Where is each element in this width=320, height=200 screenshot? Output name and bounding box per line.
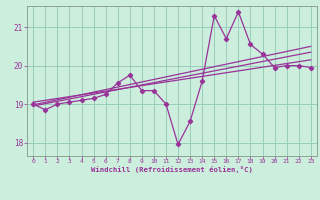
X-axis label: Windchill (Refroidissement éolien,°C): Windchill (Refroidissement éolien,°C) — [91, 166, 253, 173]
